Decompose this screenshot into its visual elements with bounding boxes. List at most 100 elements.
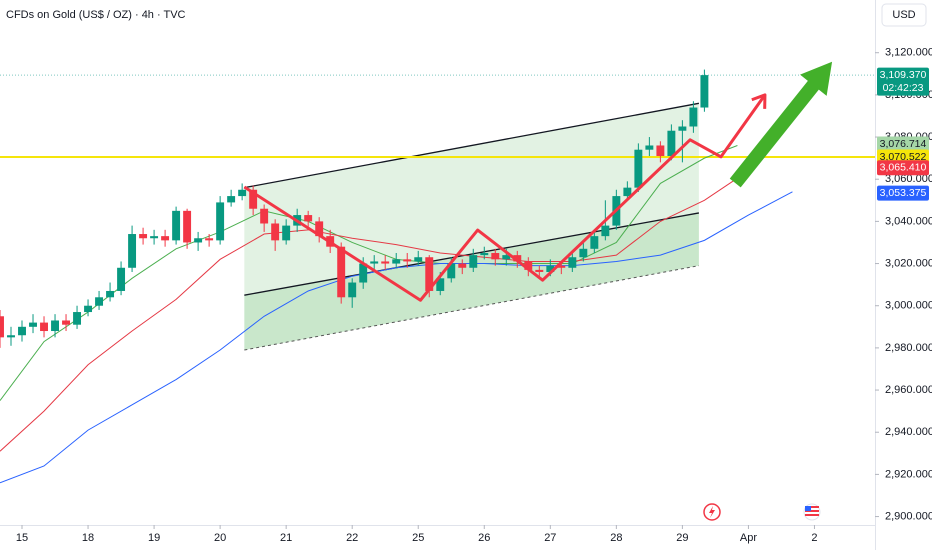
channel-fill xyxy=(244,103,699,350)
candle-body xyxy=(491,253,500,260)
x-tick-label: 21 xyxy=(280,532,292,544)
candle-body xyxy=(403,259,412,262)
event-icon[interactable] xyxy=(703,503,721,521)
chart-title: CFDs on Gold (US$ / OZ) · 4h · TVC xyxy=(6,9,186,21)
candle-body xyxy=(524,261,533,270)
candle-body xyxy=(436,278,445,291)
price-tag-label: 3,070.522 xyxy=(880,151,927,163)
price-tag-label: 3,076.714 xyxy=(880,138,927,150)
channel-top-line xyxy=(244,102,700,189)
channel-lower-fill xyxy=(244,212,699,350)
price-tag xyxy=(877,136,929,152)
candle-body xyxy=(260,208,269,224)
candle-body xyxy=(183,210,192,243)
candle-body xyxy=(29,322,37,327)
candle-body xyxy=(0,316,4,338)
zigzag-arrowhead xyxy=(751,93,767,109)
candle-body xyxy=(271,223,280,241)
candle-body xyxy=(128,234,137,268)
zigzag-line xyxy=(243,94,767,302)
candle-body xyxy=(84,305,93,313)
candle-body xyxy=(227,196,236,203)
candle-body xyxy=(579,248,588,258)
x-tick-label: 18 xyxy=(82,532,94,544)
x-tick-label: 22 xyxy=(346,532,358,544)
candle-body xyxy=(7,335,15,338)
x-tick-label: 19 xyxy=(148,532,160,544)
candle-body xyxy=(590,236,599,249)
currency-button[interactable] xyxy=(881,3,927,27)
candle-body xyxy=(18,326,26,336)
y-tick-label: 2,940.000 xyxy=(885,426,932,438)
price-tag-countdown: 02:42:23 xyxy=(883,82,924,94)
x-tick-label: 26 xyxy=(478,532,490,544)
candle-body xyxy=(117,267,126,291)
candle-body xyxy=(238,189,247,197)
x-tick-label: 15 xyxy=(16,532,28,544)
candle-body xyxy=(139,234,148,239)
candle-body xyxy=(337,246,346,298)
candle-body xyxy=(689,107,698,127)
candle-body xyxy=(381,261,390,264)
candle-body xyxy=(414,257,423,262)
y-tick-label: 3,000.000 xyxy=(885,300,932,312)
candle-body xyxy=(513,255,522,262)
moving-average-line xyxy=(0,170,749,452)
candle-body xyxy=(106,290,115,298)
candle-body xyxy=(623,187,632,197)
candle-body xyxy=(62,320,70,325)
candle-body xyxy=(216,202,225,241)
candle-body xyxy=(150,236,159,239)
y-tick-label: 2,980.000 xyxy=(885,342,932,354)
candle-body xyxy=(348,282,357,298)
y-tick-label: 2,960.000 xyxy=(885,384,932,396)
y-tick-label: 3,020.000 xyxy=(885,257,932,269)
price-tag-label: 3,109.370 xyxy=(880,69,927,81)
x-tick-label: 20 xyxy=(214,532,226,544)
candle-body xyxy=(700,75,709,108)
candle-body xyxy=(73,312,82,325)
candle-body xyxy=(425,257,434,291)
trend-arrow xyxy=(729,61,833,188)
axes: 2,900.000 2,920.000 2,940.000 2,960.000 2,98… xyxy=(16,47,932,544)
candle-body xyxy=(480,253,489,256)
candle-body xyxy=(95,297,104,306)
y-tick-label: 2,900.000 xyxy=(885,510,932,522)
candle-body xyxy=(535,269,544,272)
candle-body xyxy=(546,265,555,272)
plot-area xyxy=(0,61,875,484)
price-tag xyxy=(877,160,929,176)
channel-middle-line xyxy=(244,212,700,296)
candle-body xyxy=(502,255,511,260)
flag-icon[interactable] xyxy=(803,503,821,521)
currency-label[interactable]: USD xyxy=(892,9,915,21)
candle-body xyxy=(645,145,654,150)
y-tick-label: 3,120.000 xyxy=(885,47,932,59)
candle-body xyxy=(447,263,456,279)
price-tag-label: 3,053.375 xyxy=(880,187,927,199)
y-tick-label: 3,040.000 xyxy=(885,215,932,227)
candle-body xyxy=(656,145,665,157)
candle-body xyxy=(678,126,687,131)
candle-body xyxy=(205,238,214,241)
candle-body xyxy=(40,322,48,332)
price-tag xyxy=(877,67,929,96)
candle-body xyxy=(557,265,566,268)
candle-body xyxy=(458,263,467,268)
candle-body xyxy=(172,210,181,241)
candle-body xyxy=(469,255,478,268)
price-tag-label: 3,065.410 xyxy=(880,162,927,174)
candle-body xyxy=(370,261,379,264)
candle-body xyxy=(249,189,258,209)
y-tick-label: 2,920.000 xyxy=(885,468,932,480)
price-tag xyxy=(877,185,929,201)
x-tick-label: 29 xyxy=(676,532,688,544)
x-tick-label: 28 xyxy=(610,532,622,544)
candle-body xyxy=(634,149,643,188)
x-tick-label: 27 xyxy=(544,532,556,544)
candle-body xyxy=(282,225,291,241)
candle-body xyxy=(161,236,170,241)
candle-body xyxy=(568,257,577,268)
